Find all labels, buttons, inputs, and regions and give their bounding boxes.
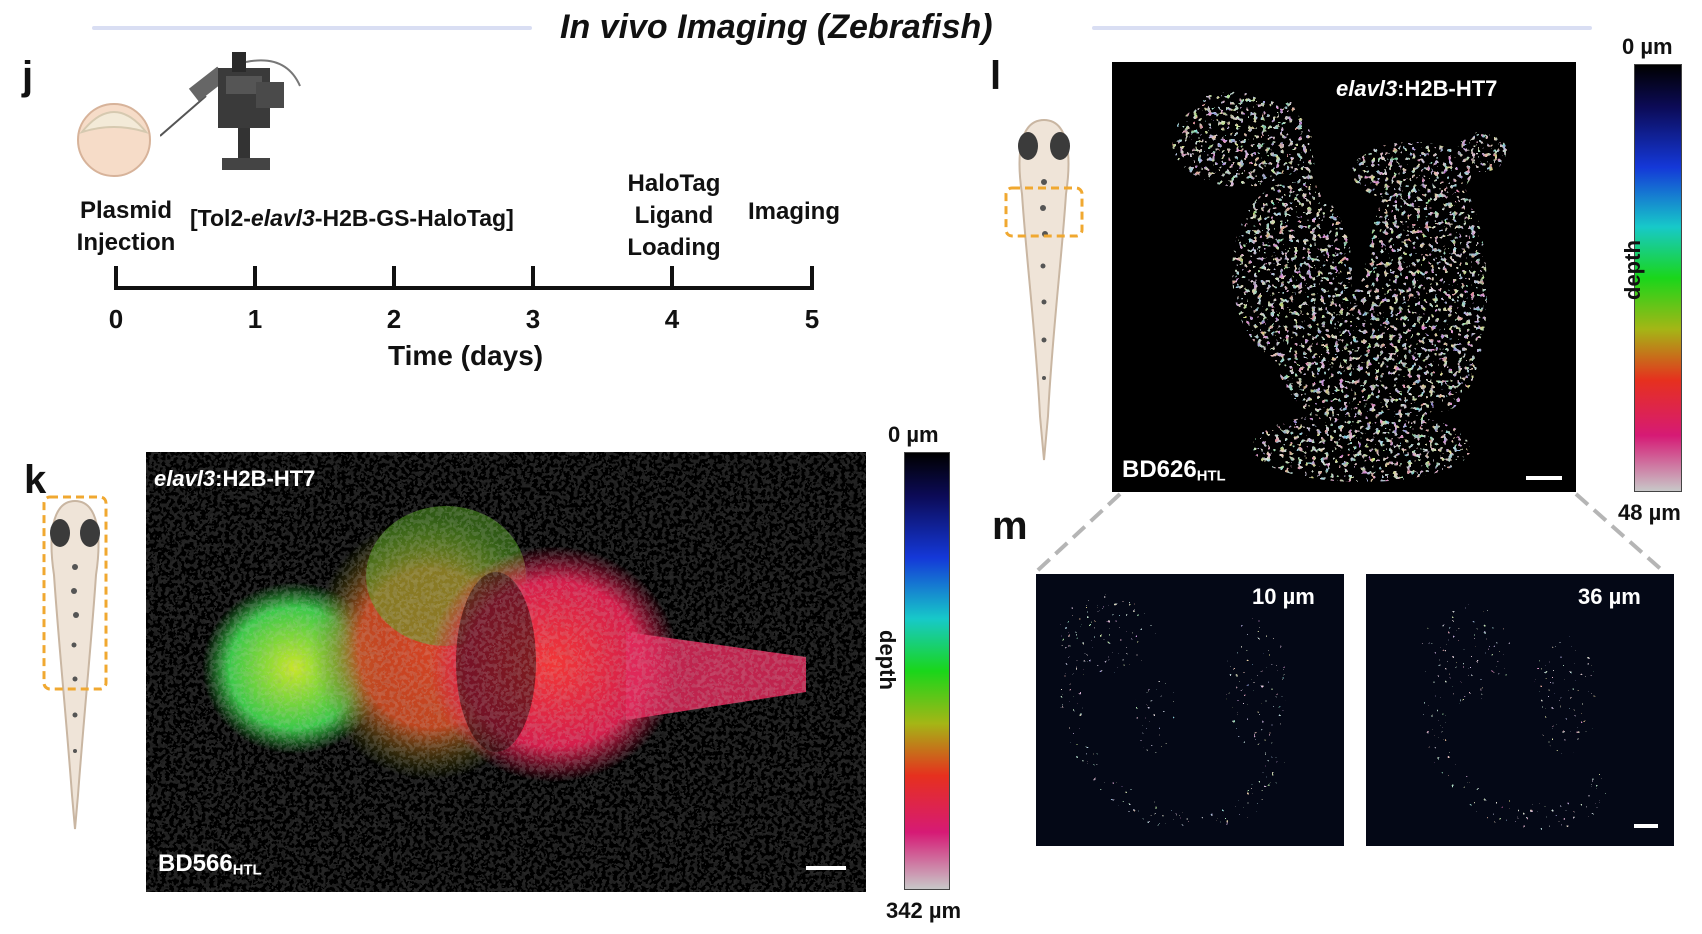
slice-depth-10um: 10 µm xyxy=(1252,584,1315,609)
tick-0: 0 xyxy=(108,304,124,334)
brain-image-k: elavl3:H2B-HT7 BD566HTL xyxy=(146,452,866,892)
tick-2: 2 xyxy=(386,304,402,334)
larva-illustration-l xyxy=(1004,118,1084,461)
panel-label-m: m xyxy=(992,504,1028,548)
depth-colorbar-k xyxy=(904,452,950,890)
larva-illustration-k xyxy=(42,495,108,830)
depth-colorbar-l xyxy=(1634,64,1682,492)
image-label-k: elavl3:H2B-HT7 xyxy=(154,466,316,491)
dye-label-l: BD626HTL xyxy=(1122,456,1226,485)
tick-3: 3 xyxy=(525,304,541,334)
slice-depth-36um: 36 µm xyxy=(1578,584,1641,609)
embryo-illustration xyxy=(77,103,151,177)
colorbar-l-top: 0 µm xyxy=(1622,34,1673,59)
zoom-connector-lines xyxy=(1034,492,1666,574)
brain-image-l: elavl3:H2B-HT7 BD626HTL xyxy=(1112,62,1576,492)
colorbar-l-bottom: 48 µm xyxy=(1618,500,1681,525)
colorbar-l-axis-label: depth xyxy=(1620,240,1645,300)
step-ligand-loading: HaloTag Ligand Loading xyxy=(627,170,721,261)
timeline-axis xyxy=(114,266,814,290)
header-rule-right xyxy=(1092,26,1592,30)
colorbar-k-bottom: 342 µm xyxy=(886,898,962,923)
scale-bar-k xyxy=(806,866,846,870)
panel-label-l: l xyxy=(990,54,1002,98)
panel-label-j: j xyxy=(22,54,34,98)
tick-4: 4 xyxy=(664,304,680,334)
timeline-axis-label: Time (days) xyxy=(388,340,544,371)
tick-1: 1 xyxy=(247,304,263,334)
scale-bar-l xyxy=(1526,476,1562,480)
slice-image-36um: 36 µm xyxy=(1366,574,1674,846)
construct-label: [Tol2-elavl3-H2B-GS-HaloTag] xyxy=(190,205,514,231)
colorbar-k-axis-label: depth xyxy=(875,630,900,690)
dye-label-k: BD566HTL xyxy=(158,850,262,879)
colorbar-k-top: 0 µm xyxy=(888,422,939,447)
tick-5: 5 xyxy=(804,304,820,334)
image-label-l: elavl3:H2B-HT7 xyxy=(1336,76,1498,101)
microinjector-icon xyxy=(160,52,301,170)
header-rule-left xyxy=(92,26,532,30)
step-plasmid-injection: Plasmid Injection xyxy=(76,197,176,256)
figure-title: In vivo Imaging (Zebrafish) xyxy=(560,8,993,46)
scale-bar-m xyxy=(1634,824,1658,828)
slice-image-10um: 10 µm xyxy=(1036,574,1344,846)
step-imaging: Imaging xyxy=(748,198,841,225)
panel-label-k: k xyxy=(24,458,47,502)
